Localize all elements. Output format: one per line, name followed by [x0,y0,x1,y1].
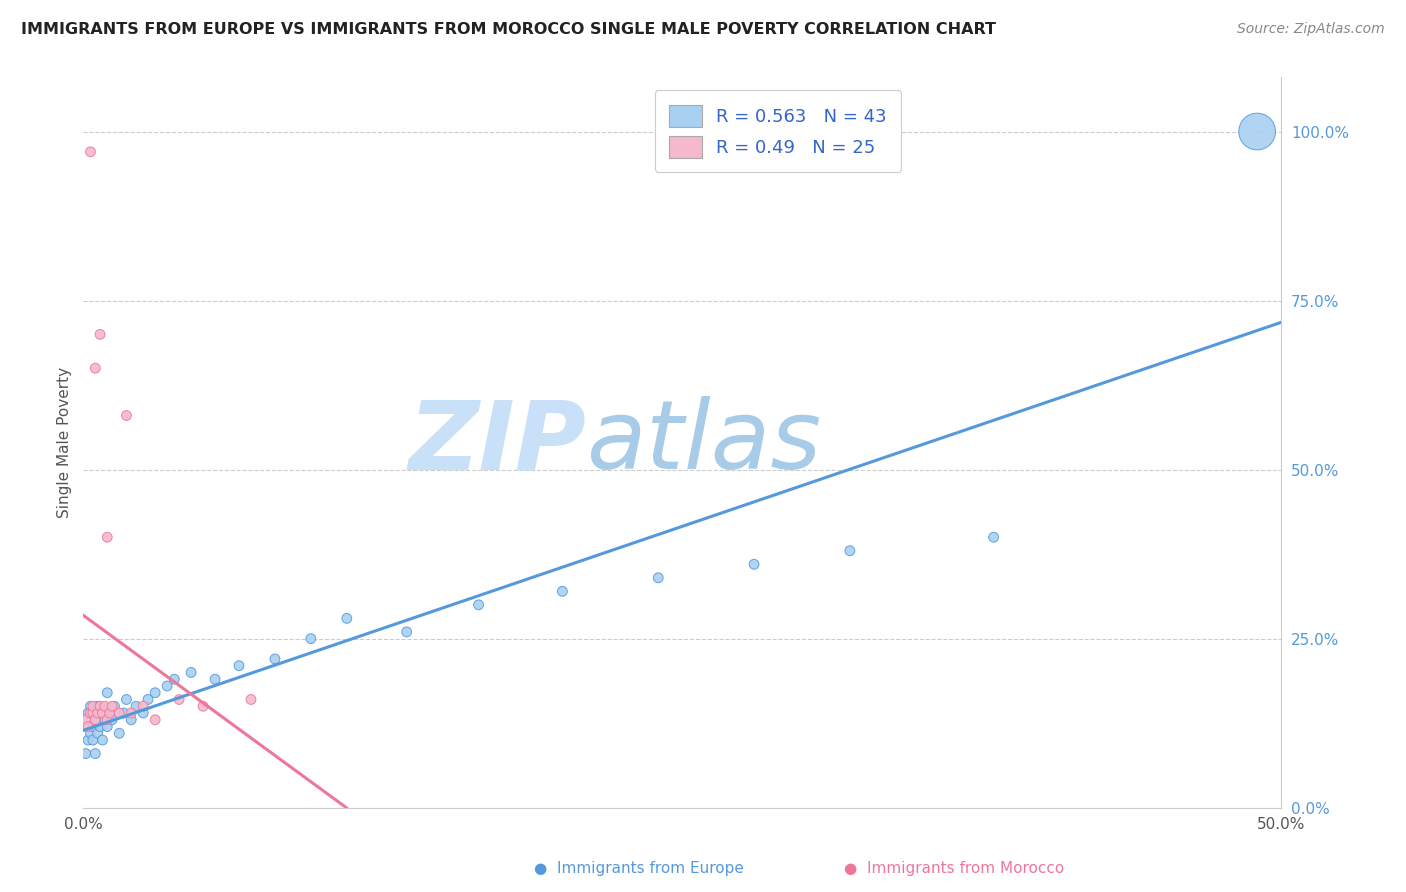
Point [94,699,117,714]
Point [82,720,104,734]
Point [467,598,489,612]
Point [191,699,214,714]
Point [96,686,118,700]
Point [838,543,860,558]
Point [143,713,166,727]
Point [86,726,108,740]
Point [96,720,118,734]
Point [75,747,97,761]
Point [101,699,124,714]
Point [167,692,190,706]
Point [79,706,101,720]
Point [103,699,125,714]
Point [91,706,114,720]
Point [395,624,418,639]
Point [82,706,104,720]
Point [82,733,104,747]
Point [336,611,359,625]
Point [77,733,100,747]
Text: ●  Immigrants from Morocco: ● Immigrants from Morocco [844,861,1064,876]
Legend: R = 0.563   N = 43, R = 0.49   N = 25: R = 0.563 N = 43, R = 0.49 N = 25 [655,90,901,172]
Point [115,409,138,423]
Point [98,706,121,720]
Point [96,713,118,727]
Point [647,571,669,585]
Text: IMMIGRANTS FROM EUROPE VS IMMIGRANTS FROM MOROCCO SINGLE MALE POVERTY CORRELATIO: IMMIGRANTS FROM EUROPE VS IMMIGRANTS FRO… [21,22,995,37]
Point [120,706,142,720]
Point [79,145,101,159]
Point [84,747,107,761]
Point [240,692,263,706]
Point [132,706,155,720]
Point [84,713,107,727]
Point [132,699,155,714]
Point [551,584,574,599]
Point [125,699,148,714]
Point [89,699,111,714]
Point [163,672,186,686]
Point [79,699,101,714]
Point [983,530,1005,544]
Y-axis label: Single Male Poverty: Single Male Poverty [58,367,72,518]
Point [82,699,104,714]
Point [136,692,159,706]
Point [180,665,202,680]
Point [84,361,107,376]
Text: atlas: atlas [586,396,821,489]
Point [156,679,179,693]
Point [86,699,108,714]
Point [1246,124,1268,138]
Point [101,713,124,727]
Text: Source: ZipAtlas.com: Source: ZipAtlas.com [1237,22,1385,37]
Point [108,706,131,720]
Point [299,632,322,646]
Text: ●  Immigrants from Europe: ● Immigrants from Europe [534,861,744,876]
Point [115,692,138,706]
Point [75,713,97,727]
Point [89,720,111,734]
Point [112,706,135,720]
Point [143,686,166,700]
Point [91,733,114,747]
Point [77,720,100,734]
Point [94,713,117,727]
Point [98,706,121,720]
Point [120,713,142,727]
Text: ZIP: ZIP [409,396,586,489]
Point [77,706,100,720]
Point [108,726,131,740]
Point [84,713,107,727]
Point [264,652,287,666]
Point [79,726,101,740]
Point [89,327,111,342]
Point [204,672,226,686]
Point [86,706,108,720]
Point [742,558,765,572]
Point [228,658,250,673]
Point [96,530,118,544]
